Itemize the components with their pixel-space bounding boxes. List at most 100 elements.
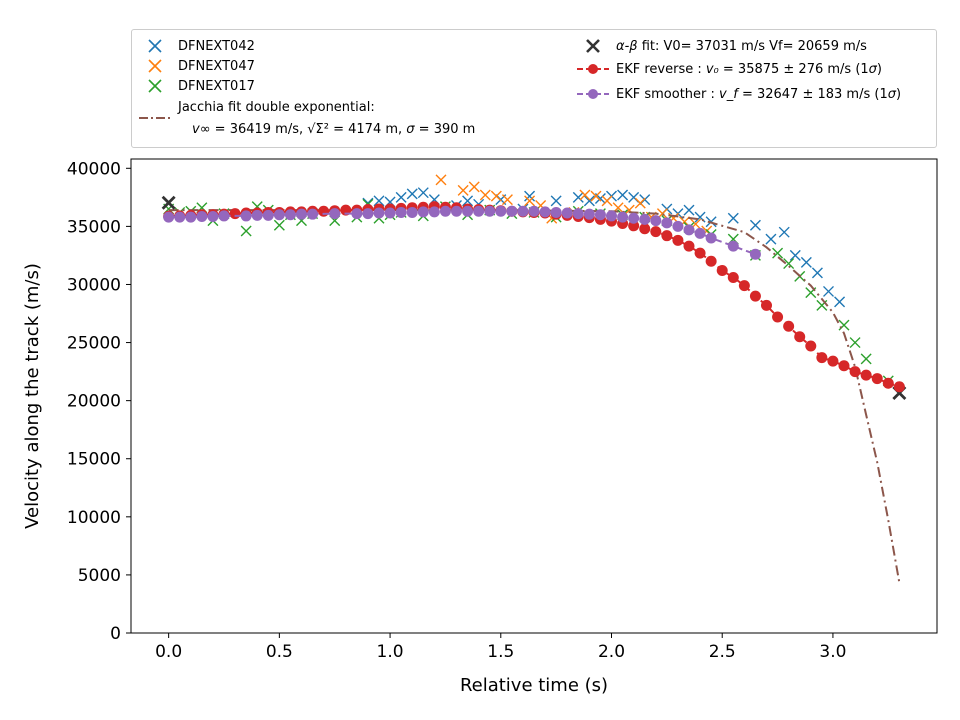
v-inf-value: = 36419 m/s, bbox=[210, 122, 308, 137]
data-point bbox=[262, 209, 274, 221]
data-point bbox=[462, 195, 474, 207]
data-point bbox=[528, 205, 540, 217]
data-point bbox=[572, 208, 584, 220]
data-point bbox=[351, 208, 363, 220]
data-point bbox=[240, 225, 252, 237]
sigma-symbol: σ bbox=[868, 61, 877, 77]
y-tick-label: 20000 bbox=[67, 392, 121, 412]
data-point bbox=[749, 219, 761, 231]
data-point bbox=[406, 188, 418, 200]
data-point bbox=[451, 205, 462, 217]
data-point bbox=[296, 208, 307, 220]
data-point bbox=[495, 205, 507, 217]
legend-item-jacchia bbox=[138, 110, 178, 126]
series-layer bbox=[161, 174, 907, 584]
data-point bbox=[650, 215, 662, 227]
x-marker-icon bbox=[586, 39, 600, 53]
legend-label-ekf-smoother: EKF smoother : v_f = 32647 ± 183 m/s (1σ… bbox=[616, 87, 901, 102]
series-jacchia-fit-double-exponential bbox=[168, 209, 901, 584]
data-point bbox=[772, 247, 784, 259]
data-point bbox=[783, 320, 795, 332]
data-point bbox=[727, 272, 739, 283]
data-point bbox=[606, 210, 617, 222]
data-point bbox=[428, 206, 440, 218]
data-point bbox=[484, 205, 496, 217]
data-point bbox=[384, 207, 396, 219]
data-point bbox=[462, 205, 474, 217]
data-point bbox=[683, 240, 695, 252]
x-marker-icon bbox=[148, 79, 162, 93]
data-point bbox=[838, 360, 850, 372]
sigma-symbol: σ bbox=[406, 122, 415, 137]
data-point bbox=[672, 220, 684, 232]
y-tick-label: 15000 bbox=[67, 450, 121, 470]
ekf-reverse-value: = 35875 ± 276 m/s (1 bbox=[718, 61, 869, 77]
y-tick-label: 5000 bbox=[78, 566, 121, 586]
data-point bbox=[524, 190, 536, 202]
data-point bbox=[683, 224, 695, 236]
data-point bbox=[284, 209, 296, 221]
x-marker-icon bbox=[148, 39, 162, 53]
series-line bbox=[168, 205, 900, 388]
x-tick-label: 0.0 bbox=[155, 642, 182, 662]
data-point bbox=[661, 217, 673, 229]
data-point bbox=[207, 211, 219, 223]
close-paren: ) bbox=[895, 86, 902, 102]
ekf-reverse-prefix: EKF reverse : bbox=[616, 61, 706, 77]
x-tick-label: 2.0 bbox=[598, 642, 625, 662]
x-axis-label: Relative time (s) bbox=[460, 675, 608, 696]
data-point bbox=[524, 195, 536, 207]
data-point bbox=[778, 226, 790, 238]
axis-ticks: 0.0 0.5 1.0 1.5 2.0 2.5 3.0 0 5000 10000 15000 2000… bbox=[67, 159, 847, 662]
data-point bbox=[307, 208, 319, 220]
data-point bbox=[229, 208, 241, 220]
sigma-value: = 390 m bbox=[414, 122, 476, 137]
data-point bbox=[517, 205, 529, 217]
data-point bbox=[395, 206, 407, 218]
legend-item-dfnext017: DFNEXT017 bbox=[138, 78, 255, 94]
data-point bbox=[161, 195, 176, 210]
data-point bbox=[561, 207, 573, 219]
x-tick-label: 0.5 bbox=[266, 642, 293, 662]
data-point bbox=[590, 190, 602, 202]
data-point bbox=[479, 189, 491, 201]
data-point bbox=[772, 311, 784, 323]
legend-label-dfnext017: DFNEXT017 bbox=[178, 78, 255, 94]
circle-marker-icon bbox=[577, 64, 609, 74]
y-tick-label: 0 bbox=[110, 624, 121, 644]
data-point bbox=[550, 195, 562, 207]
data-point bbox=[749, 248, 761, 260]
data-point bbox=[749, 290, 761, 302]
data-point bbox=[811, 267, 823, 279]
data-point bbox=[683, 204, 695, 216]
legend-label-ekf-reverse: EKF reverse : v₀ = 35875 ± 276 m/s (1σ) bbox=[616, 62, 882, 77]
alpha-beta-text: fit: V0= 37031 m/s Vf= 20659 m/s bbox=[637, 38, 867, 54]
data-point bbox=[506, 205, 518, 217]
legend-label-alpha-beta: α-β fit: V0= 37031 m/s Vf= 20659 m/s bbox=[616, 39, 867, 54]
data-point bbox=[240, 210, 252, 222]
data-point bbox=[639, 213, 651, 225]
data-point bbox=[196, 211, 208, 223]
data-point bbox=[672, 234, 684, 246]
series-fit-v0-37031-m-s-vf-20659-m-s bbox=[161, 195, 907, 400]
y-tick-label: 25000 bbox=[67, 334, 121, 354]
x-tick-label: 3.0 bbox=[819, 642, 846, 662]
dashdot-line-icon bbox=[139, 117, 171, 119]
legend-item-dfnext042: DFNEXT042 bbox=[138, 38, 255, 54]
y-tick-label: 10000 bbox=[67, 508, 121, 528]
data-point bbox=[639, 223, 651, 235]
data-point bbox=[395, 191, 407, 203]
vf-symbol: v_f bbox=[719, 86, 738, 102]
data-point bbox=[849, 337, 861, 349]
sqrt-sigma-value: = 4174 m, bbox=[328, 122, 407, 137]
close-paren: ) bbox=[876, 61, 882, 77]
plot-area-frame bbox=[130, 158, 938, 634]
data-point bbox=[539, 206, 551, 218]
data-point bbox=[439, 205, 451, 217]
data-point bbox=[406, 206, 418, 218]
data-point bbox=[318, 205, 330, 217]
series-line bbox=[168, 209, 901, 584]
data-point bbox=[800, 256, 812, 268]
v-inf-symbol: v∞ bbox=[192, 122, 211, 137]
legend-item-ekf-reverse: EKF reverse : v₀ = 35875 ± 276 m/s (1σ) bbox=[576, 61, 882, 77]
